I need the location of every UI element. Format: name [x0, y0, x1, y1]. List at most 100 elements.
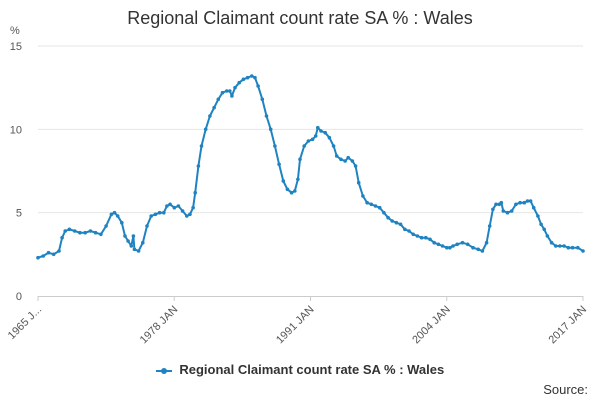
data-point[interactable]	[126, 239, 130, 243]
data-point[interactable]	[123, 234, 127, 238]
data-point[interactable]	[476, 247, 481, 252]
data-point[interactable]	[188, 212, 192, 217]
data-point[interactable]	[327, 135, 332, 140]
data-point[interactable]	[531, 205, 536, 210]
data-point[interactable]	[319, 129, 323, 133]
data-point[interactable]	[273, 144, 277, 148]
data-point[interactable]	[93, 230, 98, 235]
data-point[interactable]	[216, 97, 221, 102]
data-point[interactable]	[57, 249, 61, 253]
data-point[interactable]	[176, 204, 181, 208]
data-point[interactable]	[343, 159, 347, 163]
data-point[interactable]	[448, 245, 452, 250]
data-point[interactable]	[131, 234, 136, 238]
data-point[interactable]	[499, 200, 504, 205]
data-point[interactable]	[208, 114, 212, 118]
data-point[interactable]	[281, 179, 286, 183]
data-point[interactable]	[157, 210, 162, 215]
data-point[interactable]	[237, 80, 241, 85]
data-point[interactable]	[528, 199, 533, 203]
data-point[interactable]	[141, 240, 145, 245]
data-point[interactable]	[145, 224, 149, 228]
data-point[interactable]	[245, 75, 250, 80]
data-point[interactable]	[445, 245, 449, 250]
data-point[interactable]	[501, 209, 506, 213]
data-point[interactable]	[72, 229, 77, 233]
data-point[interactable]	[277, 162, 281, 167]
data-point[interactable]	[382, 210, 386, 215]
data-point[interactable]	[373, 204, 378, 208]
data-point[interactable]	[199, 144, 204, 148]
data-point[interactable]	[369, 202, 374, 207]
data-point[interactable]	[514, 202, 518, 207]
data-point[interactable]	[365, 200, 369, 205]
data-point[interactable]	[250, 74, 254, 78]
data-point[interactable]	[60, 235, 64, 240]
data-point[interactable]	[115, 214, 120, 218]
data-point[interactable]	[491, 207, 495, 212]
data-point[interactable]	[220, 90, 225, 95]
data-point[interactable]	[129, 244, 134, 248]
data-point[interactable]	[264, 114, 269, 118]
data-point[interactable]	[394, 220, 399, 225]
data-point[interactable]	[165, 204, 169, 208]
data-point[interactable]	[509, 209, 514, 213]
data-point[interactable]	[407, 229, 411, 233]
data-point[interactable]	[542, 227, 546, 232]
data-point[interactable]	[296, 177, 300, 182]
data-point[interactable]	[566, 245, 571, 250]
data-point[interactable]	[334, 154, 339, 158]
data-point[interactable]	[109, 212, 114, 217]
data-point[interactable]	[104, 224, 108, 228]
data-point[interactable]	[436, 242, 441, 247]
data-point[interactable]	[224, 89, 229, 93]
data-point[interactable]	[518, 200, 522, 205]
data-point[interactable]	[233, 85, 237, 90]
data-point[interactable]	[331, 144, 336, 148]
data-point[interactable]	[487, 224, 492, 228]
data-point[interactable]	[112, 210, 117, 215]
data-point[interactable]	[302, 144, 307, 148]
data-point[interactable]	[350, 159, 355, 163]
data-point[interactable]	[289, 190, 294, 195]
data-point[interactable]	[316, 125, 320, 130]
data-point[interactable]	[460, 240, 465, 245]
data-point[interactable]	[581, 249, 585, 253]
data-point[interactable]	[120, 220, 124, 225]
data-point[interactable]	[172, 205, 177, 210]
data-point[interactable]	[353, 164, 358, 168]
data-point[interactable]	[361, 194, 365, 198]
data-point[interactable]	[153, 212, 158, 217]
data-point[interactable]	[440, 244, 445, 248]
data-point[interactable]	[339, 157, 343, 162]
data-point[interactable]	[306, 139, 311, 143]
data-point[interactable]	[185, 214, 189, 218]
data-point[interactable]	[256, 84, 260, 88]
data-point[interactable]	[576, 245, 580, 250]
data-point[interactable]	[230, 94, 234, 98]
data-point[interactable]	[419, 235, 424, 240]
data-point[interactable]	[63, 229, 67, 233]
data-point[interactable]	[428, 237, 432, 242]
data-point[interactable]	[522, 200, 527, 205]
data-point[interactable]	[285, 187, 290, 192]
data-point[interactable]	[88, 229, 93, 233]
data-point[interactable]	[83, 230, 87, 235]
data-point[interactable]	[424, 235, 428, 240]
data-point[interactable]	[313, 134, 318, 138]
data-point[interactable]	[539, 222, 543, 227]
data-point[interactable]	[46, 250, 51, 255]
data-point[interactable]	[455, 242, 460, 247]
data-point[interactable]	[191, 205, 195, 210]
data-point[interactable]	[558, 244, 562, 248]
data-point[interactable]	[346, 155, 351, 160]
data-point[interactable]	[241, 77, 246, 82]
data-point[interactable]	[293, 189, 297, 193]
data-point[interactable]	[484, 240, 489, 245]
data-point[interactable]	[432, 240, 437, 245]
data-point[interactable]	[99, 232, 103, 237]
data-point[interactable]	[536, 214, 540, 218]
data-point[interactable]	[193, 190, 197, 195]
data-point[interactable]	[228, 89, 232, 93]
data-point[interactable]	[570, 245, 575, 250]
